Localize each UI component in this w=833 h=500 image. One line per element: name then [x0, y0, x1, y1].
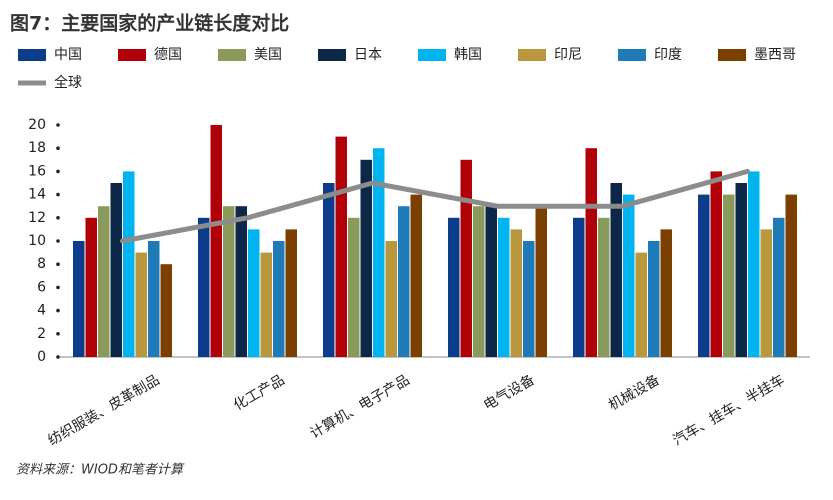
bar — [735, 183, 747, 357]
bar — [623, 194, 635, 357]
y-tick-label: 14 — [28, 187, 46, 203]
bar — [510, 229, 522, 357]
y-tick-label: 10 — [28, 233, 46, 249]
bar — [498, 217, 510, 357]
y-tick-mark — [56, 308, 60, 313]
y-tick-label: 18 — [28, 140, 46, 156]
bar — [198, 217, 210, 357]
y-tick-label: 0 — [37, 349, 46, 365]
y-tick-mark — [56, 146, 60, 150]
bar — [748, 171, 760, 357]
bar — [248, 229, 260, 357]
bar — [523, 241, 535, 357]
x-tick-label: 纺织服装、皮革制品 — [45, 372, 162, 449]
bar — [385, 241, 397, 357]
bar — [335, 136, 347, 357]
bar — [123, 171, 135, 357]
legend-swatch — [518, 49, 546, 61]
bar — [223, 206, 235, 357]
bar — [348, 217, 360, 357]
y-tick-label: 20 — [28, 117, 46, 133]
x-tick-label: 汽车、挂车、半挂车 — [670, 371, 788, 449]
y-tick-mark — [56, 285, 60, 290]
bar — [760, 229, 772, 357]
legend-label: 印度 — [654, 47, 682, 63]
legend-label: 德国 — [154, 47, 182, 63]
bar — [460, 159, 472, 357]
chart-title: 图7：主要国家的产业链长度对比 — [10, 12, 289, 35]
bar — [773, 217, 785, 357]
x-tick-label: 计算机、电子产品 — [308, 372, 413, 442]
legend-swatch — [18, 49, 46, 61]
y-tick-mark — [56, 169, 60, 174]
legend-swatch — [318, 49, 346, 61]
legend-swatch — [618, 49, 646, 61]
bar — [473, 206, 485, 357]
bar — [710, 171, 722, 357]
y-tick-mark — [56, 192, 60, 197]
bar — [448, 217, 460, 357]
x-tick-label: 化工产品 — [231, 372, 287, 414]
bar — [585, 148, 597, 357]
bar — [598, 217, 610, 357]
y-tick-label: 2 — [37, 326, 46, 342]
bar — [323, 183, 335, 357]
line-series — [120, 168, 750, 244]
legend-swatch — [218, 49, 246, 61]
y-tick-mark — [56, 216, 60, 220]
y-tick-mark — [56, 355, 60, 359]
bar — [635, 252, 647, 357]
bar — [660, 229, 672, 357]
bar — [698, 194, 710, 357]
bar — [485, 206, 497, 357]
x-tick-label: 机械设备 — [606, 371, 663, 414]
x-tick-label: 电气设备 — [481, 371, 538, 414]
y-tick-mark — [56, 332, 60, 336]
bar — [273, 241, 285, 357]
bar — [98, 206, 110, 357]
y-tick-mark — [56, 262, 60, 267]
y-tick-label: 8 — [37, 256, 46, 272]
y-tick-label: 4 — [37, 303, 46, 319]
bar — [573, 217, 585, 357]
bar — [285, 229, 297, 357]
bar — [410, 194, 422, 357]
bar — [148, 241, 160, 357]
bar — [85, 217, 97, 357]
y-tick-label: 16 — [28, 163, 46, 179]
bar — [610, 183, 622, 357]
y-tick-mark — [56, 123, 60, 127]
y-tick-label: 6 — [37, 279, 46, 295]
y-tick-label: 12 — [28, 210, 46, 226]
legend-label: 中国 — [54, 47, 82, 63]
bar — [110, 183, 122, 357]
legend-label: 日本 — [354, 47, 382, 63]
bar — [210, 125, 222, 357]
bar — [398, 206, 410, 357]
legend-label: 韩国 — [454, 47, 482, 63]
bar — [235, 206, 247, 357]
y-tick-mark — [56, 239, 60, 243]
bar — [785, 194, 797, 357]
legend-swatch — [718, 49, 746, 61]
bar — [73, 241, 85, 357]
bar — [260, 252, 272, 357]
bar — [723, 194, 735, 357]
legend-swatch — [418, 49, 446, 61]
bar — [135, 252, 147, 357]
source-note: 资料来源：WIOD和笔者计算 — [16, 463, 185, 478]
legend-label: 印尼 — [554, 47, 582, 63]
bar — [360, 159, 372, 357]
bar — [535, 206, 547, 357]
bar — [373, 148, 385, 357]
bar — [160, 264, 172, 357]
bar — [648, 241, 660, 357]
legend-label: 美国 — [254, 47, 282, 63]
legend-label: 全球 — [54, 74, 82, 91]
legend-label: 墨西哥 — [754, 47, 796, 63]
legend-swatch — [118, 49, 146, 61]
